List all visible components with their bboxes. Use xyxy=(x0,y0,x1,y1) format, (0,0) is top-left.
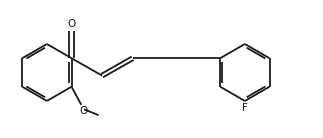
Text: O: O xyxy=(68,19,76,29)
Text: O: O xyxy=(79,106,87,116)
Text: F: F xyxy=(242,103,248,113)
